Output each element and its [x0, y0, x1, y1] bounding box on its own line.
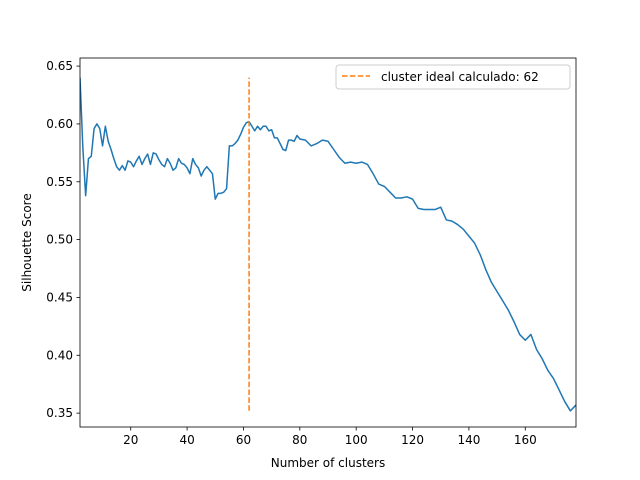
legend-box [335, 64, 571, 90]
legend: cluster ideal calculado: 62 [335, 64, 571, 90]
y-tick-label: 0.40 [46, 348, 73, 362]
x-tick-label: 120 [401, 433, 424, 447]
silhouette-series-line [80, 77, 576, 412]
axis-ticks: 20 40 60 80 100 120 140 160 0.35 0.40 0.45 0.50 0.55… [46, 59, 536, 447]
x-tick-label: 60 [236, 433, 251, 447]
plot-area [80, 77, 576, 412]
y-tick-label: 0.65 [46, 59, 73, 73]
axes-frame [79, 57, 577, 428]
y-tick-label: 0.55 [46, 175, 73, 189]
x-tick-label: 40 [179, 433, 194, 447]
x-tick-label: 80 [292, 433, 307, 447]
y-tick-label: 0.50 [46, 233, 73, 247]
y-axis-label: Silhouette Score [20, 193, 34, 291]
y-tick-label: 0.45 [46, 290, 73, 304]
legend-label: cluster ideal calculado: 62 [381, 70, 539, 84]
y-tick-label: 0.60 [46, 117, 73, 131]
x-axis-label: Number of clusters [271, 456, 385, 470]
x-tick-label: 140 [457, 433, 480, 447]
y-tick-label: 0.35 [46, 406, 73, 420]
x-tick-label: 20 [123, 433, 138, 447]
x-tick-label: 160 [514, 433, 537, 447]
x-tick-label: 100 [345, 433, 368, 447]
